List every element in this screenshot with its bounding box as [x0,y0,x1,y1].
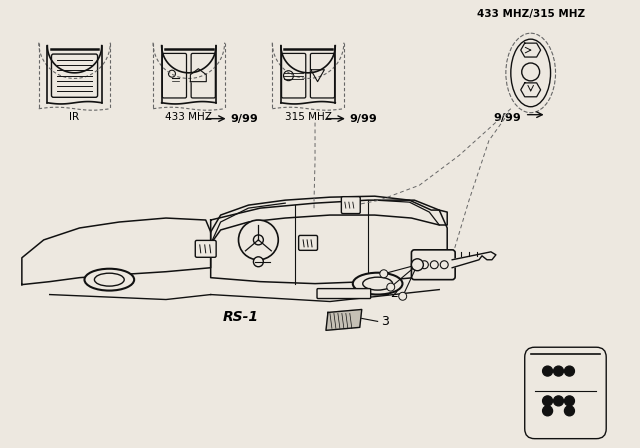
FancyBboxPatch shape [191,53,215,98]
Circle shape [554,396,563,406]
Circle shape [564,366,575,376]
Circle shape [387,283,395,291]
FancyBboxPatch shape [317,289,371,298]
Circle shape [543,396,552,406]
Circle shape [420,261,428,269]
Ellipse shape [95,273,124,286]
FancyBboxPatch shape [51,54,97,97]
Polygon shape [521,43,541,57]
Circle shape [399,292,406,300]
FancyBboxPatch shape [525,347,606,439]
Polygon shape [211,200,447,284]
Polygon shape [326,310,362,330]
FancyBboxPatch shape [195,241,216,257]
Circle shape [253,257,263,267]
Ellipse shape [84,269,134,291]
Text: 9/99: 9/99 [350,114,378,124]
Polygon shape [22,218,211,284]
Circle shape [239,220,278,260]
Circle shape [430,261,438,269]
Circle shape [412,259,423,271]
Text: RS-1: RS-1 [223,310,259,324]
FancyBboxPatch shape [299,236,317,250]
FancyBboxPatch shape [412,250,455,280]
Polygon shape [521,83,541,97]
Text: C0053322: C0053322 [542,425,589,435]
FancyBboxPatch shape [282,53,306,98]
Circle shape [564,396,575,406]
FancyBboxPatch shape [163,53,186,98]
Text: 3: 3 [381,315,388,328]
Text: 433 MHZ: 433 MHZ [165,112,212,122]
Polygon shape [452,252,496,268]
Text: 2: 2 [390,287,399,300]
Circle shape [564,406,575,416]
Circle shape [543,366,552,376]
Polygon shape [311,70,324,82]
Ellipse shape [363,277,392,290]
Ellipse shape [353,273,403,294]
FancyBboxPatch shape [310,53,335,98]
Circle shape [543,406,552,416]
Text: 315 MHZ: 315 MHZ [285,112,332,122]
Polygon shape [211,196,447,244]
Text: 9/99: 9/99 [493,113,521,123]
FancyBboxPatch shape [341,197,360,214]
Circle shape [284,71,294,81]
Circle shape [380,270,388,278]
Circle shape [168,70,175,77]
Text: 433 MHZ/315 MHZ: 433 MHZ/315 MHZ [477,9,585,19]
Text: IR: IR [70,112,79,122]
Circle shape [440,261,448,269]
Text: 9/99: 9/99 [230,114,259,124]
Ellipse shape [511,39,550,107]
Ellipse shape [506,33,556,113]
Circle shape [522,63,540,81]
Circle shape [554,366,563,376]
Circle shape [253,235,263,245]
Polygon shape [190,69,206,82]
